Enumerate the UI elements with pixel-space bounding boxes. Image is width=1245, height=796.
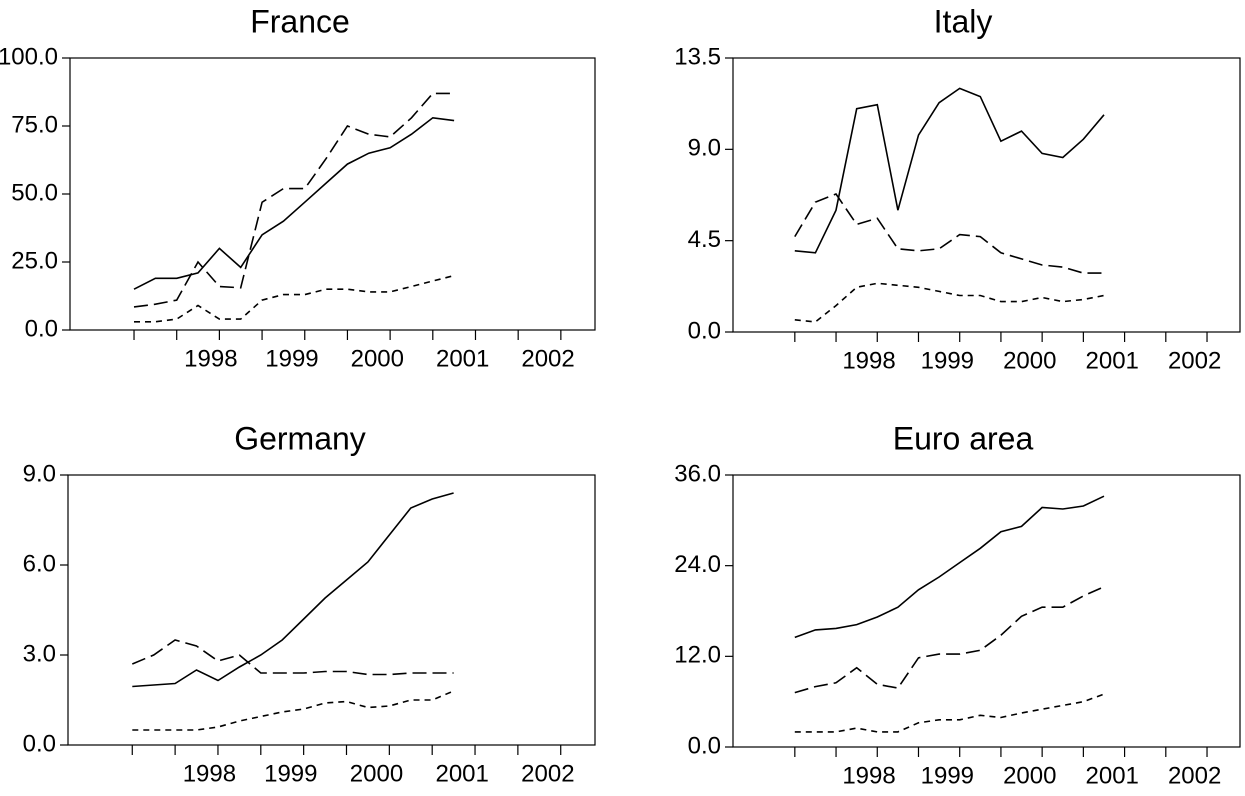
data-line — [794, 495, 1105, 639]
y-tick-label: 25.0 — [11, 247, 58, 274]
x-tick-label: 1998 — [183, 760, 236, 787]
y-tick-label: 0.0 — [25, 315, 58, 342]
chart-title: Italy — [934, 3, 993, 39]
data-line — [794, 586, 1105, 694]
x-tick-label: 1998 — [184, 345, 237, 372]
x-tick-label: 1999 — [921, 347, 974, 374]
y-tick-label: 4.5 — [688, 226, 721, 253]
x-tick-label: 2001 — [1086, 347, 1139, 374]
x-tick-label: 2001 — [436, 345, 489, 372]
x-tick-label: 1999 — [265, 345, 318, 372]
data-line — [794, 693, 1105, 733]
data-line — [794, 282, 1105, 323]
y-tick-label: 9.0 — [688, 135, 721, 162]
data-line — [132, 492, 454, 688]
y-tick-label: 13.5 — [674, 43, 721, 70]
x-tick-label: 2000 — [1003, 762, 1056, 789]
y-tick-label: 6.0 — [23, 550, 56, 577]
x-tick-label: 1998 — [842, 762, 895, 789]
x-tick-label: 1999 — [264, 760, 317, 787]
data-line — [794, 87, 1105, 254]
chart-title: France — [250, 3, 350, 39]
y-tick-label: 100.0 — [0, 43, 58, 70]
x-tick-label: 2000 — [1003, 347, 1056, 374]
x-tick-label: 1999 — [921, 762, 974, 789]
y-tick-label: 0.0 — [688, 317, 721, 344]
y-tick-label: 0.0 — [688, 732, 721, 759]
y-tick-label: 0.0 — [23, 730, 56, 757]
y-tick-label: 12.0 — [674, 642, 721, 669]
data-line — [794, 193, 1104, 274]
data-line — [131, 639, 454, 676]
y-tick-label: 36.0 — [674, 460, 721, 487]
plot-frame — [67, 474, 596, 746]
chart-title: Euro area — [893, 420, 1034, 456]
x-tick-label: 2001 — [435, 760, 488, 787]
x-tick-label: 2002 — [1168, 347, 1221, 374]
x-tick-label: 1998 — [842, 347, 895, 374]
x-tick-label: 2000 — [351, 345, 404, 372]
y-tick-label: 50.0 — [11, 179, 58, 206]
y-tick-label: 75.0 — [11, 111, 58, 138]
plot-frame — [69, 57, 596, 331]
x-tick-label: 2000 — [350, 760, 403, 787]
y-tick-label: 3.0 — [23, 640, 56, 667]
x-tick-label: 2001 — [1086, 762, 1139, 789]
data-line — [134, 274, 455, 323]
x-tick-label: 2002 — [521, 345, 574, 372]
data-line — [133, 116, 455, 290]
plot-frame — [732, 474, 1241, 748]
data-line — [133, 92, 455, 308]
data-line — [132, 690, 454, 731]
chart-title: Germany — [234, 420, 366, 456]
x-tick-label: 2002 — [521, 760, 574, 787]
y-tick-label: 24.0 — [674, 551, 721, 578]
plot-frame — [732, 57, 1241, 333]
x-tick-label: 2002 — [1168, 762, 1221, 789]
y-tick-label: 9.0 — [23, 460, 56, 487]
